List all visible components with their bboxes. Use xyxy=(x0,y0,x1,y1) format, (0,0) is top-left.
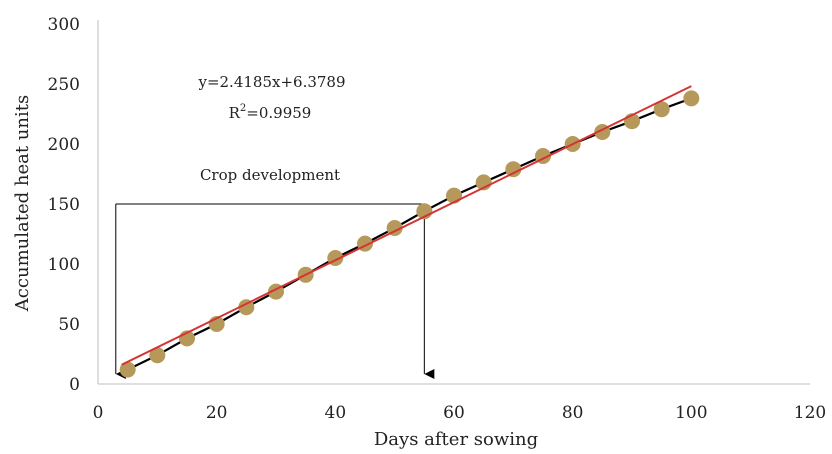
x-tick-label: 40 xyxy=(325,403,347,423)
y-tick-label: 300 xyxy=(48,15,80,35)
y-tick-label: 150 xyxy=(48,195,80,215)
y-tick-labels: 0 50 100 150 200 250 300 xyxy=(48,15,80,395)
y-tick-label: 0 xyxy=(69,375,80,395)
r-squared-prefix: R xyxy=(229,104,241,122)
x-tick-label: 20 xyxy=(206,403,228,423)
trendline xyxy=(121,85,692,366)
data-point xyxy=(653,101,670,118)
x-tick-label: 80 xyxy=(562,403,584,423)
data-points xyxy=(119,90,700,378)
x-tick-labels: 0 20 40 60 80 100 120 xyxy=(93,403,827,423)
trendline-group xyxy=(121,85,692,366)
r-squared-suffix: =0.9959 xyxy=(246,104,311,122)
r-squared-label: R2=0.9959 xyxy=(229,103,312,122)
axes xyxy=(97,20,810,385)
data-point xyxy=(149,347,166,364)
y-tick-label: 250 xyxy=(48,75,80,95)
y-tick-label: 200 xyxy=(48,135,80,155)
r-squared-superscript: 2 xyxy=(240,103,246,114)
crop-development-bracket xyxy=(115,203,435,379)
y-axis-title: Accumulated heat units xyxy=(12,95,33,312)
y-tick-label: 50 xyxy=(58,315,80,335)
data-point xyxy=(238,299,255,316)
crop-development-label: Crop development xyxy=(200,166,340,184)
data-point xyxy=(505,161,522,178)
x-tick-label: 120 xyxy=(794,403,826,423)
x-tick-label: 100 xyxy=(675,403,707,423)
x-axis-title: Days after sowing xyxy=(374,429,538,450)
y-tick-label: 100 xyxy=(48,255,80,275)
data-point xyxy=(386,220,403,236)
x-tick-label: 0 xyxy=(93,403,104,423)
equation-label: y=2.4185x+6.3789 xyxy=(197,73,345,91)
data-point xyxy=(683,90,700,107)
data-point xyxy=(119,361,136,378)
x-tick-label: 60 xyxy=(443,403,465,423)
